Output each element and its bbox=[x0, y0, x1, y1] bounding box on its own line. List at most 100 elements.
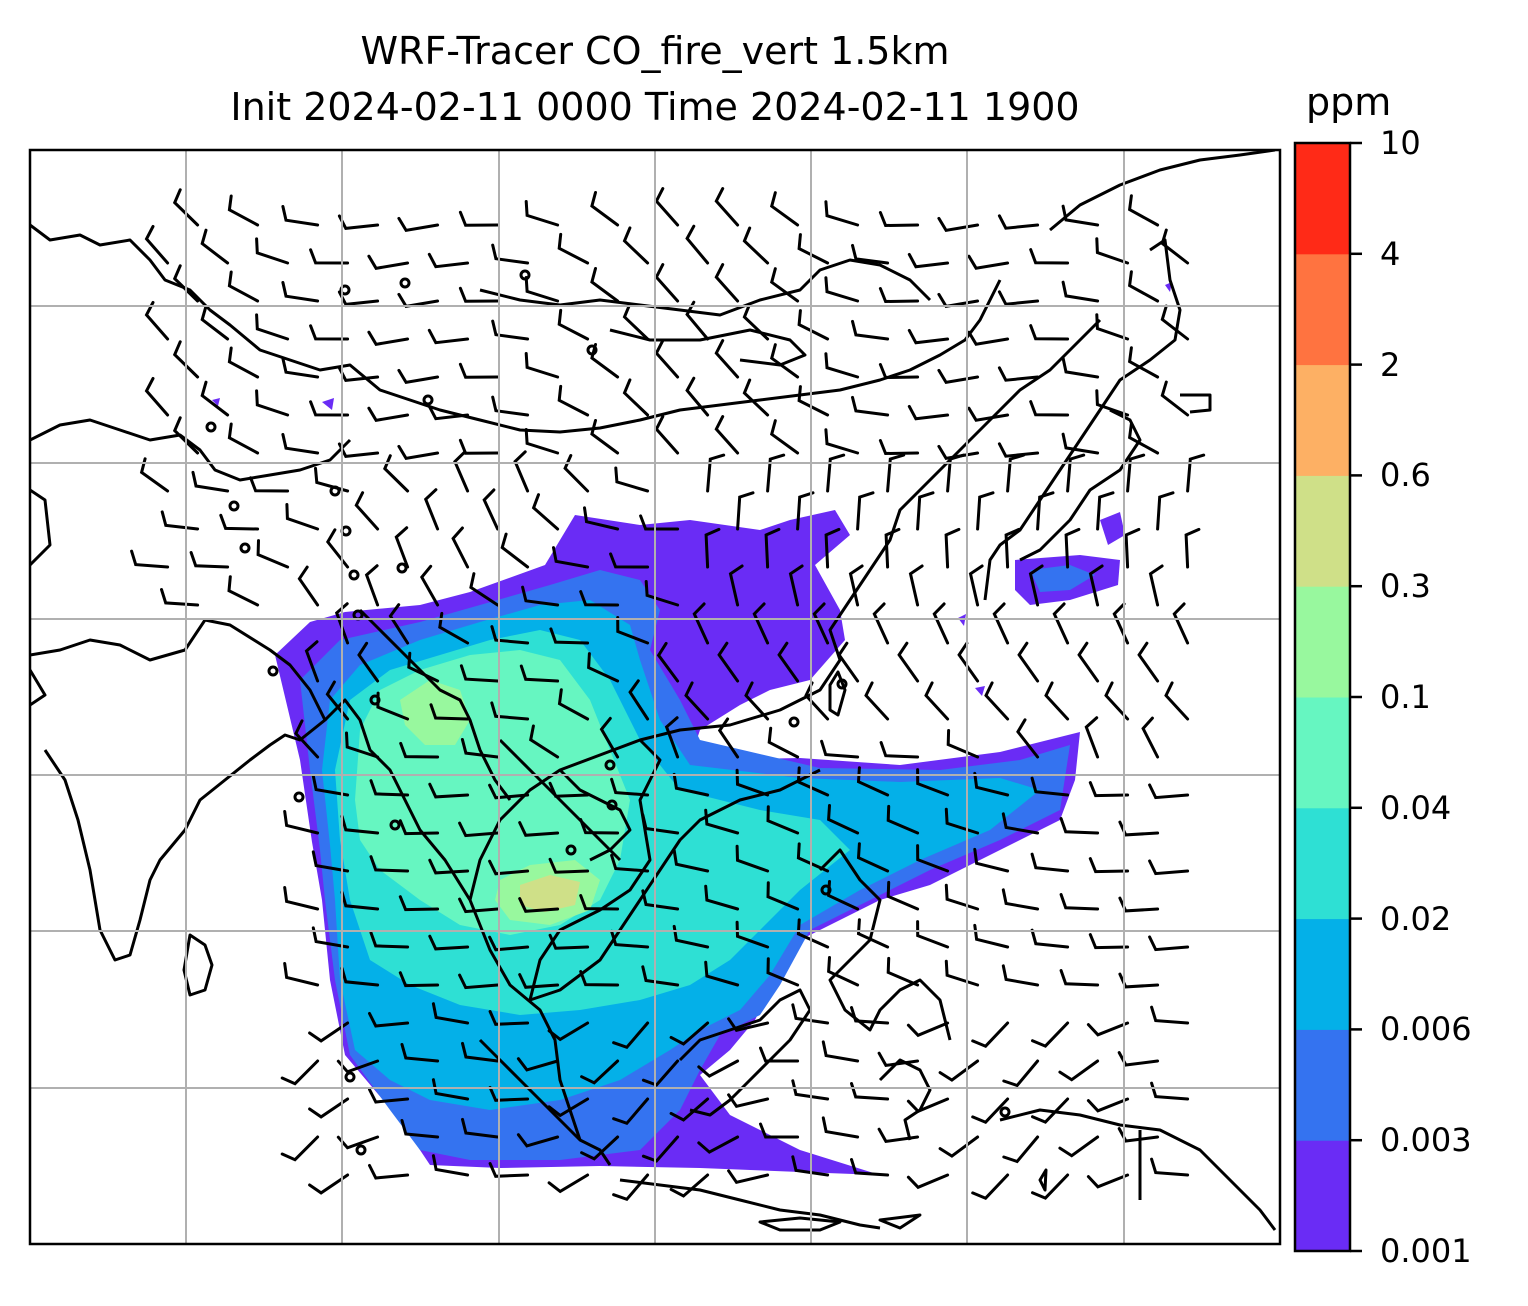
wind-barb bbox=[906, 1021, 950, 1038]
wind-barb bbox=[308, 1173, 350, 1195]
wind-barb bbox=[590, 419, 620, 455]
wind-barb bbox=[255, 389, 290, 417]
wind-barb bbox=[431, 1154, 470, 1177]
wind-barb bbox=[490, 625, 530, 645]
wind-barb bbox=[488, 1010, 530, 1026]
wind-barb bbox=[736, 491, 755, 531]
wind-barb bbox=[518, 897, 560, 913]
wind-barb bbox=[1172, 602, 1190, 645]
wind-barb bbox=[1088, 564, 1104, 607]
wind-barb bbox=[280, 1059, 320, 1086]
coast-sumatra bbox=[478, 1038, 612, 1166]
wind-barb bbox=[906, 1173, 950, 1190]
coast-sulawesi bbox=[878, 1058, 932, 1141]
wind-barb bbox=[427, 252, 470, 269]
wind-barb bbox=[932, 602, 950, 645]
wind-barb bbox=[616, 616, 650, 645]
wind-barb bbox=[460, 738, 500, 759]
wind-barb bbox=[879, 741, 920, 759]
wind-barb bbox=[1112, 602, 1130, 645]
wind-barb bbox=[971, 1021, 1010, 1048]
wind-barb bbox=[1052, 602, 1070, 645]
wind-barb bbox=[397, 292, 440, 309]
wind-barb bbox=[281, 281, 320, 303]
wind-barb bbox=[714, 263, 740, 303]
wind-barb bbox=[697, 1135, 740, 1154]
wind-barb bbox=[791, 1003, 830, 1025]
wind-barb bbox=[428, 782, 470, 799]
wind-barb bbox=[641, 813, 680, 835]
coast-china-border bbox=[358, 608, 512, 801]
colorbar-segment bbox=[1295, 807, 1350, 920]
wind-barb bbox=[685, 300, 710, 341]
wind-barb bbox=[1061, 356, 1100, 379]
wind-barb bbox=[1088, 781, 1130, 798]
wind-barb bbox=[1160, 228, 1190, 265]
wind-barb bbox=[1004, 527, 1021, 569]
wind-barb bbox=[971, 1097, 1010, 1124]
wind-barb bbox=[281, 433, 320, 455]
wind-barb bbox=[609, 552, 650, 569]
wind-barb bbox=[796, 842, 830, 873]
wind-barb bbox=[491, 319, 530, 341]
wind-barb bbox=[864, 681, 890, 721]
wind-barb bbox=[144, 225, 170, 265]
colorbar-tick-label: 0.001 bbox=[1380, 1232, 1472, 1270]
wind-barb bbox=[728, 564, 744, 607]
wind-barb bbox=[759, 1122, 800, 1139]
wind-barb bbox=[394, 526, 410, 569]
wind-barb bbox=[200, 380, 230, 417]
map-plot-area bbox=[30, 150, 1280, 1244]
wind-barb bbox=[369, 779, 410, 797]
wind-barb bbox=[612, 1173, 650, 1202]
wind-barb bbox=[884, 527, 901, 569]
map-title-line1: WRF-Tracer CO_fire_vert 1.5km bbox=[360, 29, 950, 73]
wind-barb bbox=[897, 641, 920, 683]
wind-barb bbox=[704, 808, 740, 835]
wind-barb bbox=[428, 858, 470, 875]
wind-barb bbox=[639, 514, 680, 531]
wind-barb bbox=[856, 766, 890, 797]
wind-barb bbox=[850, 1158, 890, 1177]
colorbar-tick-label: 0.02 bbox=[1380, 899, 1452, 938]
wind-barb bbox=[796, 918, 830, 949]
wind-barb bbox=[513, 450, 530, 493]
wind-barb bbox=[1156, 491, 1175, 531]
wind-barb bbox=[704, 527, 721, 569]
coastlines bbox=[30, 150, 1277, 1232]
coast-timor bbox=[758, 1213, 922, 1232]
wind-barb bbox=[937, 216, 980, 233]
wind-barb bbox=[388, 603, 410, 645]
wind-barb bbox=[172, 188, 200, 227]
wind-barb bbox=[407, 651, 440, 683]
wind-barb bbox=[656, 641, 680, 683]
wind-barb bbox=[579, 894, 620, 911]
colorbar-segment bbox=[1295, 1140, 1350, 1252]
wind-barb bbox=[1006, 453, 1026, 493]
wind-barb bbox=[583, 506, 620, 531]
wind-barb bbox=[850, 1082, 890, 1101]
wind-barb bbox=[877, 1051, 920, 1068]
wind-barb bbox=[191, 470, 230, 493]
colorbar-tick-label: 2 bbox=[1380, 345, 1401, 384]
wind-barb bbox=[590, 191, 620, 227]
wind-barb bbox=[824, 428, 860, 455]
wind-barb bbox=[579, 818, 620, 835]
wind-barb bbox=[1118, 896, 1160, 913]
wind-barb bbox=[599, 716, 620, 759]
wind-barb bbox=[886, 453, 906, 493]
wind-barb bbox=[1124, 527, 1141, 569]
wind-barb bbox=[622, 226, 650, 265]
coast-philippines bbox=[818, 848, 952, 1041]
wind-barb bbox=[742, 302, 770, 341]
wind-barb bbox=[820, 739, 860, 759]
wind-barb bbox=[967, 406, 1010, 422]
wind-barb bbox=[172, 416, 200, 455]
wind-barb bbox=[1088, 857, 1130, 874]
wind-barb bbox=[851, 319, 890, 341]
wind-barb bbox=[255, 237, 290, 265]
wind-barb bbox=[367, 330, 410, 346]
wind-barb bbox=[547, 1021, 590, 1042]
wind-barb bbox=[997, 290, 1040, 306]
wind-barb bbox=[759, 1046, 800, 1063]
